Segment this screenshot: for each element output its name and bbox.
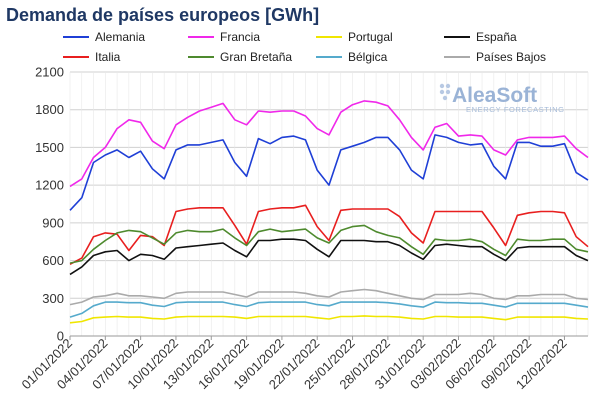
legend-label: Portugal [348,30,393,44]
series-line-7 [69,288,589,306]
series-line-6 [69,301,589,318]
y-tick-label: 900 [42,215,64,230]
series-line-5 [69,224,589,264]
series-line-1 [69,100,589,188]
y-tick-label: 1200 [35,178,64,193]
legend: Alemania Francia Portugal España Italia Gran … [63,30,546,64]
legend-label: Bélgica [348,50,388,64]
y-tick-label: 0 [57,329,64,344]
watermark-brand: AleaSoft [452,84,537,107]
legend-label: Países Bajos [476,50,546,64]
y-tick-label: 2100 [35,65,64,80]
legend-label: Alemania [95,30,145,44]
series-line-0 [69,134,589,211]
series-line-2 [69,315,589,324]
legend-label: Italia [95,50,121,64]
watermark-dot [439,89,445,95]
legend-label: España [476,30,517,44]
watermark-tagline: ENERGY FORECASTING [466,105,565,114]
series-line-3 [69,238,589,276]
y-axis: 0 300 600 900 1200 1500 1800 2100 [35,65,64,344]
watermark: AleaSoft ENERGY FORECASTING [439,83,565,114]
legend-label: Gran Bretaña [220,50,292,64]
y-tick-label: 300 [42,291,64,306]
watermark-dot [442,95,448,101]
legend-label: Francia [220,30,260,44]
x-axis: 01/01/202204/01/202207/01/202210/01/2022… [18,336,569,393]
y-tick-label: 1500 [35,140,64,155]
series-lines [69,100,589,324]
y-tick-label: 1800 [35,102,64,117]
watermark-dot [445,83,451,89]
watermark-dot [439,83,445,89]
y-tick-label: 600 [42,253,64,268]
watermark-dot [445,89,451,95]
chart-title: Demanda de países europeos [GWh] [6,5,319,25]
